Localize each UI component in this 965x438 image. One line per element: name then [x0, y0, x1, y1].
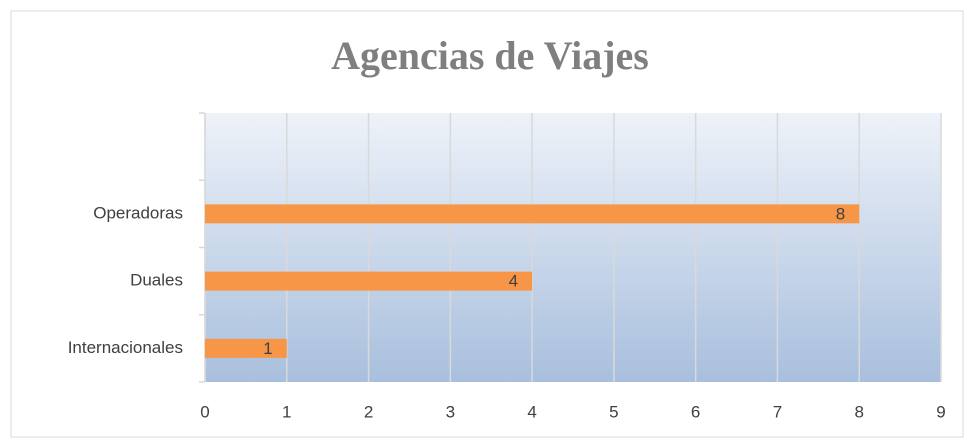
bar [205, 338, 287, 358]
x-tick-label: 2 [364, 402, 373, 421]
x-tick-label: 0 [200, 402, 209, 421]
y-tick-label: Internacionales [68, 338, 183, 357]
chart-title: Agencias de Viajes [331, 33, 649, 78]
y-tick-label: Duales [130, 271, 183, 290]
x-tick-label: 1 [282, 402, 291, 421]
data-label: 4 [509, 272, 518, 291]
x-tick-label: 8 [854, 402, 863, 421]
data-label: 8 [836, 204, 845, 223]
y-tick-label: Operadoras [93, 203, 183, 222]
x-tick-label: 3 [446, 402, 455, 421]
x-tick-label: 5 [609, 402, 618, 421]
x-tick-label: 9 [936, 402, 945, 421]
plot-area [205, 113, 941, 382]
x-tick-label: 4 [527, 402, 536, 421]
bar [205, 204, 860, 224]
x-tick-label: 6 [691, 402, 700, 421]
bar [205, 271, 533, 291]
data-label: 1 [263, 339, 272, 358]
x-tick-label: 7 [773, 402, 782, 421]
